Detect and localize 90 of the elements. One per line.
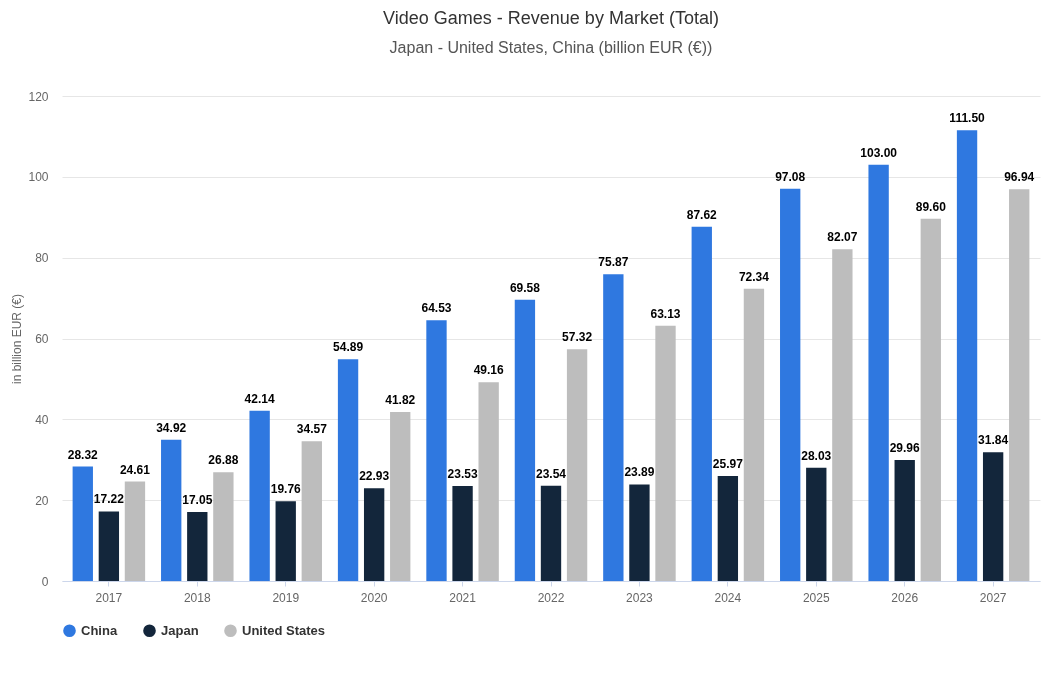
bar [717, 476, 739, 581]
data-label: 28.32 [67, 447, 99, 462]
y-tick-label: 120 [28, 89, 49, 104]
y-tick-label: 0 [41, 574, 49, 589]
bar [187, 512, 208, 581]
data-label: 54.89 [333, 340, 364, 355]
x-tick-label: 2021 [449, 590, 477, 605]
data-label: 75.87 [598, 255, 629, 270]
x-tick-label: 2020 [360, 590, 388, 605]
legend-label: Japan [161, 622, 199, 638]
data-label: 82.07 [827, 230, 858, 245]
data-label: 34.57 [296, 422, 328, 437]
data-label: 57.32 [562, 330, 593, 345]
x-tick-label: 2018 [183, 590, 211, 605]
bar [72, 466, 93, 581]
y-tick-label: 40 [35, 412, 49, 427]
y-tick-label: 20 [35, 493, 49, 508]
chart-subtitle: Japan - United States, China (billion EUR (€)) [389, 39, 713, 56]
data-label: 103.00 [860, 145, 898, 160]
bar [868, 164, 889, 581]
x-tick-label: 2024 [714, 590, 742, 605]
data-label: 23.89 [624, 465, 655, 480]
x-tick-label: 2023 [626, 590, 654, 605]
bar [337, 359, 359, 581]
data-label: 64.53 [421, 301, 452, 316]
bar [743, 288, 765, 581]
data-label: 22.93 [359, 469, 390, 484]
bar [566, 349, 588, 581]
bar [603, 274, 624, 581]
bar [691, 226, 712, 581]
data-label: 19.76 [270, 482, 302, 497]
data-label: 96.94 [1004, 170, 1035, 185]
y-axis-title: in billion EUR (€) [10, 293, 25, 385]
chart-title: Video Games - Revenue by Market (Total) [383, 8, 719, 28]
bar [249, 410, 270, 581]
bar [390, 411, 411, 581]
data-label: 17.22 [93, 492, 125, 507]
data-label: 63.13 [650, 306, 681, 321]
y-tick-label: 60 [35, 332, 49, 346]
bar [478, 382, 499, 581]
bar [514, 299, 536, 581]
bar [894, 459, 915, 581]
data-label: 17.05 [182, 493, 213, 508]
y-tick-label: 80 [35, 251, 49, 266]
bar [806, 467, 827, 581]
x-tick-label: 2027 [979, 590, 1007, 605]
bar [98, 511, 120, 581]
data-label: 23.54 [535, 466, 567, 481]
bar [301, 441, 322, 581]
data-label: 28.03 [801, 448, 832, 463]
data-label: 29.96 [889, 440, 921, 455]
x-tick-label: 2017 [95, 590, 123, 605]
bar [426, 320, 447, 581]
bar [124, 481, 146, 581]
y-tick-label: 100 [28, 170, 49, 185]
x-tick-label: 2022 [537, 590, 565, 605]
data-label: 97.08 [775, 169, 806, 184]
bar [780, 188, 801, 581]
data-label: 34.92 [156, 420, 187, 435]
data-label: 42.14 [244, 391, 275, 406]
data-label: 49.16 [473, 363, 504, 378]
x-tick-label: 2025 [802, 590, 830, 605]
data-label: 24.61 [119, 462, 151, 477]
bar [655, 325, 676, 581]
bar [956, 130, 978, 581]
bar [161, 439, 182, 581]
data-label: 89.60 [915, 199, 947, 214]
x-tick-label: 2026 [891, 590, 919, 605]
bar [1009, 189, 1030, 581]
bar [452, 485, 473, 581]
bar [982, 452, 1004, 581]
bar [363, 488, 385, 581]
data-label: 111.50 [949, 111, 986, 126]
data-label: 72.34 [738, 269, 770, 284]
data-label: 87.62 [686, 207, 718, 222]
data-label: 25.97 [712, 457, 744, 472]
data-label: 69.58 [509, 280, 541, 295]
legend-label: United States [242, 622, 326, 638]
data-label: 23.53 [447, 466, 478, 481]
bar [213, 472, 234, 581]
x-tick-label: 2019 [272, 590, 300, 605]
bar [629, 484, 650, 581]
bar [920, 218, 941, 581]
data-label: 26.88 [208, 453, 239, 468]
bar [832, 249, 853, 581]
bar [540, 485, 562, 581]
legend-label: China [81, 622, 118, 638]
bar [275, 501, 296, 581]
data-label: 31.84 [978, 433, 1009, 448]
data-label: 41.82 [385, 392, 416, 407]
